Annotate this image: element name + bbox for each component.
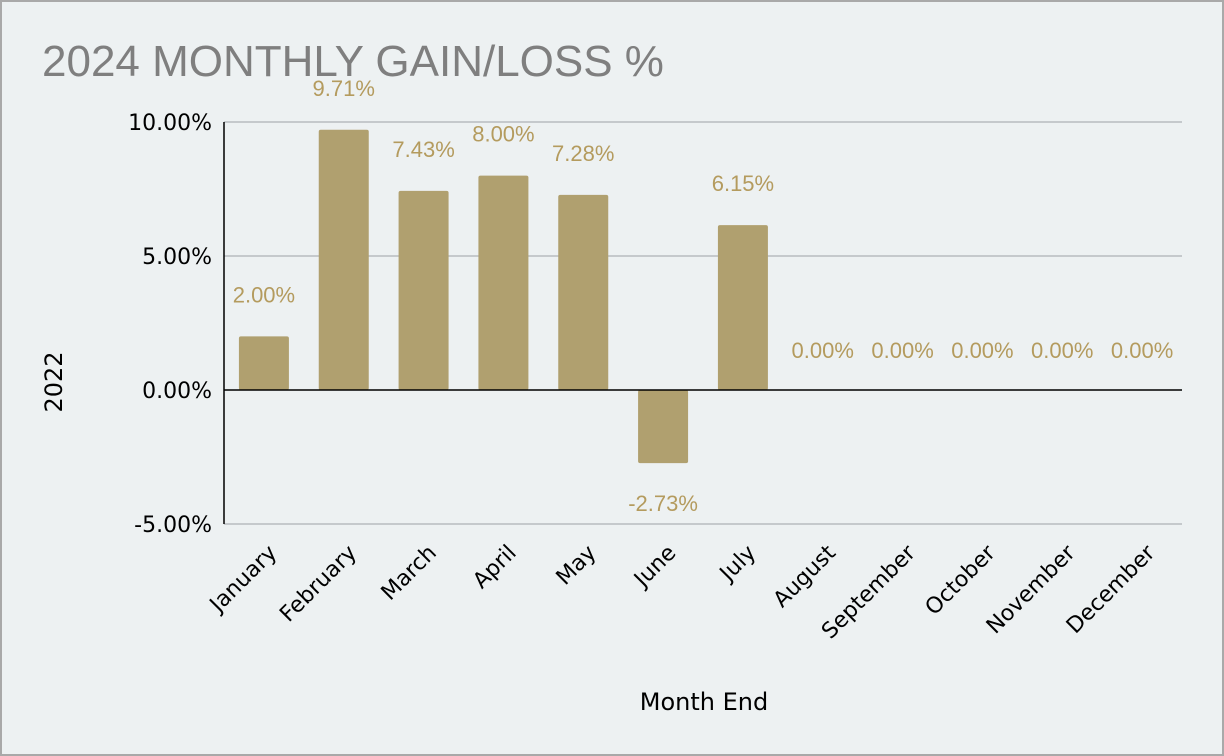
data-label: 0.00%	[951, 338, 1013, 363]
bar-january	[238, 336, 289, 390]
x-axis-title: Month End	[640, 688, 768, 716]
x-tick-label: June	[628, 541, 681, 594]
bars	[238, 129, 768, 464]
data-label: -2.73%	[628, 491, 698, 516]
data-label: 7.28%	[552, 141, 614, 166]
gridlines	[224, 121, 1182, 525]
bar-april	[478, 175, 529, 390]
data-label: 0.00%	[1031, 338, 1093, 363]
x-tick-label: March	[377, 541, 442, 606]
data-labels: 2.00% 9.71% 7.43% 8.00% 7.28% -2.73% 6.15% 0.00…	[233, 76, 1174, 516]
y-tick-label: -5.00%	[134, 513, 212, 538]
x-tick-label: May	[552, 541, 602, 591]
y-axis-title: 2022	[40, 351, 68, 412]
data-label: 0.00%	[1111, 338, 1173, 363]
data-label: 0.00%	[792, 338, 854, 363]
x-tick-label: January	[204, 541, 282, 619]
bar-july	[717, 225, 768, 390]
x-tick-label: February	[275, 541, 362, 628]
x-tick-label: August	[769, 540, 841, 612]
data-label: 8.00%	[472, 122, 534, 147]
x-tick-label: July	[714, 541, 761, 588]
data-label: 0.00%	[871, 338, 933, 363]
data-label: 6.15%	[712, 171, 774, 196]
data-label: 7.43%	[392, 137, 454, 162]
data-label: 9.71%	[313, 76, 375, 101]
chart-title: 2024 MONTHLY GAIN/LOSS %	[42, 37, 664, 86]
axes	[223, 122, 1182, 524]
data-label: 2.00%	[233, 282, 295, 307]
bar-march	[398, 190, 449, 390]
y-axis-ticks: 10.00% 5.00% 0.00% -5.00%	[128, 111, 212, 538]
y-tick-label: 0.00%	[142, 379, 212, 404]
bar-june	[638, 390, 689, 464]
y-tick-label: 5.00%	[142, 245, 212, 270]
x-tick-label: April	[468, 541, 521, 594]
bar-may	[558, 194, 609, 390]
y-tick-label: 10.00%	[128, 111, 212, 136]
bar-february	[318, 129, 369, 390]
x-tick-label: October	[921, 540, 1002, 621]
